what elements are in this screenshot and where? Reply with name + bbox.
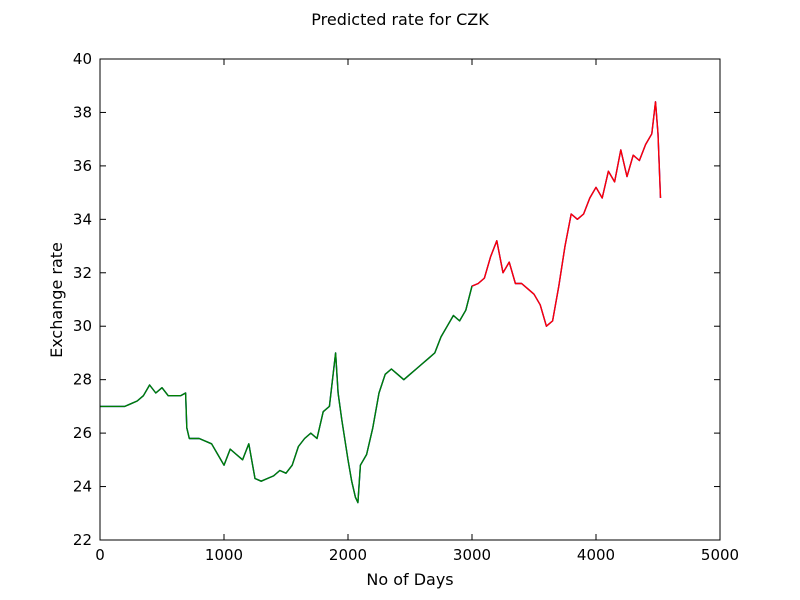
x-tick-label: 1000 [205,546,243,564]
chart-title: Predicted rate for CZK [311,10,489,29]
x-tick-label: 0 [95,546,105,564]
series-line-1 [100,101,662,504]
series-line-2 [100,285,473,504]
y-tick-label: 22 [73,531,92,549]
y-tick-label: 36 [73,157,92,175]
plot-layer [100,101,662,504]
y-tick-label: 24 [73,478,92,496]
x-tick-label: 4000 [577,546,615,564]
plot-frame [99,58,721,541]
x-tick-label: 2000 [329,546,367,564]
x-tick-label: 3000 [453,546,491,564]
y-tick-label: 26 [73,424,92,442]
y-tick-label: 34 [73,210,92,228]
y-tick-label: 40 [73,50,92,68]
axis-layer: 0 1000 2000 3000 4000 5000 22 24 26 28 30 32 34 36 38 4… [73,50,739,564]
y-tick-label: 30 [73,317,92,335]
y-tick-label: 38 [73,103,92,121]
y-tick-label: 32 [73,264,92,282]
series-line-3 [471,101,662,327]
x-axis-title: No of Days [366,570,453,589]
y-tick-label: 28 [73,371,92,389]
y-axis-title: Exchange rate [47,242,66,358]
x-tick-label: 5000 [701,546,739,564]
